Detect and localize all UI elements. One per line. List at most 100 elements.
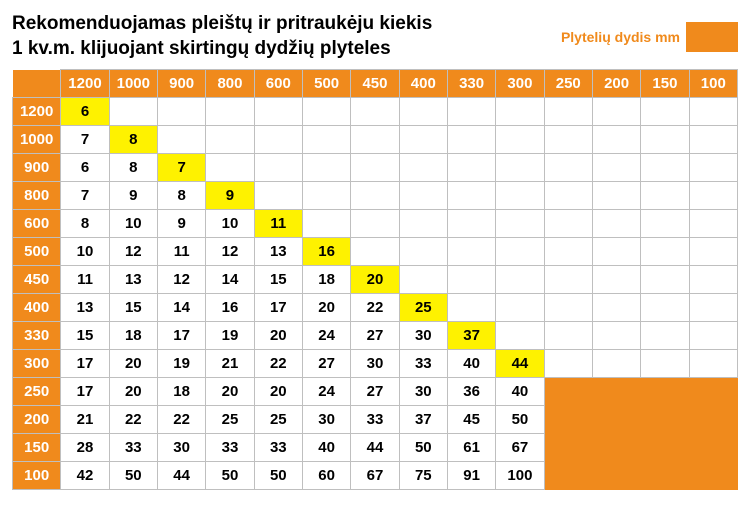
data-cell [399,182,447,210]
col-header: 600 [254,70,302,98]
data-cell [496,154,544,182]
data-cell: 6 [61,154,109,182]
data-cell [447,126,495,154]
data-cell: 30 [399,322,447,350]
data-cell: 13 [109,266,157,294]
data-cell [544,126,592,154]
data-cell: 27 [351,322,399,350]
orange-block [544,378,737,490]
data-cell [496,294,544,322]
table-row: 45011131214151820 [13,266,738,294]
title-line-1: Rekomenduojamas pleištų ir pritraukėju k… [12,13,432,34]
data-cell: 42 [61,462,109,490]
data-cell: 15 [61,322,109,350]
data-cell: 8 [109,126,157,154]
data-cell: 22 [109,406,157,434]
data-cell: 13 [254,238,302,266]
data-cell [689,210,737,238]
data-cell [157,126,205,154]
data-cell: 36 [447,378,495,406]
data-cell [254,98,302,126]
data-cell: 40 [302,434,350,462]
data-cell: 8 [109,154,157,182]
row-header: 200 [13,406,61,434]
title-line-2: 1 kv.m. klijuojant skirtingų dydžių plyt… [12,38,391,59]
data-cell [641,238,689,266]
page-title: Rekomenduojamas pleištų ir pritraukėju k… [12,12,432,61]
data-cell [351,238,399,266]
data-cell [641,98,689,126]
data-cell: 50 [206,462,254,490]
data-cell [689,154,737,182]
data-cell: 22 [351,294,399,322]
data-cell: 37 [447,322,495,350]
table-row: 12006 [13,98,738,126]
data-cell: 11 [254,210,302,238]
data-cell: 17 [61,350,109,378]
data-cell: 9 [206,182,254,210]
col-header: 300 [496,70,544,98]
data-cell [689,294,737,322]
legend: Plytelių dydis mm [561,22,738,52]
data-cell: 17 [61,378,109,406]
data-cell [544,294,592,322]
data-cell: 10 [206,210,254,238]
col-header: 1000 [109,70,157,98]
data-cell [399,266,447,294]
data-cell: 27 [302,350,350,378]
table-row: 8007989 [13,182,738,210]
data-cell: 18 [109,322,157,350]
data-cell: 7 [61,182,109,210]
col-header: 330 [447,70,495,98]
data-cell [544,350,592,378]
data-cell: 28 [61,434,109,462]
data-cell [592,210,640,238]
data-cell: 44 [351,434,399,462]
data-cell: 33 [351,406,399,434]
data-cell [641,322,689,350]
data-cell: 10 [61,238,109,266]
data-cell [544,238,592,266]
data-cell: 30 [399,378,447,406]
corner-cell [13,70,61,98]
data-cell: 37 [399,406,447,434]
tile-quantity-table: 1200100090080060050045040033030025020015… [12,69,738,490]
data-cell [302,210,350,238]
data-cell [302,154,350,182]
data-cell: 24 [302,322,350,350]
data-cell [592,126,640,154]
data-cell [302,126,350,154]
data-cell: 25 [254,406,302,434]
row-header: 400 [13,294,61,322]
data-cell: 12 [206,238,254,266]
data-cell: 25 [399,294,447,322]
data-cell: 30 [351,350,399,378]
data-cell [254,154,302,182]
data-cell [496,322,544,350]
data-cell: 44 [496,350,544,378]
data-cell: 18 [302,266,350,294]
data-cell: 40 [496,378,544,406]
data-cell: 50 [109,462,157,490]
data-cell [592,154,640,182]
col-header: 150 [641,70,689,98]
data-cell [592,266,640,294]
data-cell: 16 [302,238,350,266]
table-row: 25017201820202427303640 [13,378,738,406]
col-header: 1200 [61,70,109,98]
data-cell: 11 [61,266,109,294]
data-cell [351,98,399,126]
data-cell: 17 [254,294,302,322]
data-cell: 16 [206,294,254,322]
data-cell: 91 [447,462,495,490]
row-header: 1200 [13,98,61,126]
data-cell: 13 [61,294,109,322]
data-cell: 22 [157,406,205,434]
data-cell [302,98,350,126]
col-header: 500 [302,70,350,98]
data-cell: 27 [351,378,399,406]
data-cell [351,182,399,210]
data-cell [399,98,447,126]
data-cell: 67 [351,462,399,490]
data-cell: 9 [109,182,157,210]
